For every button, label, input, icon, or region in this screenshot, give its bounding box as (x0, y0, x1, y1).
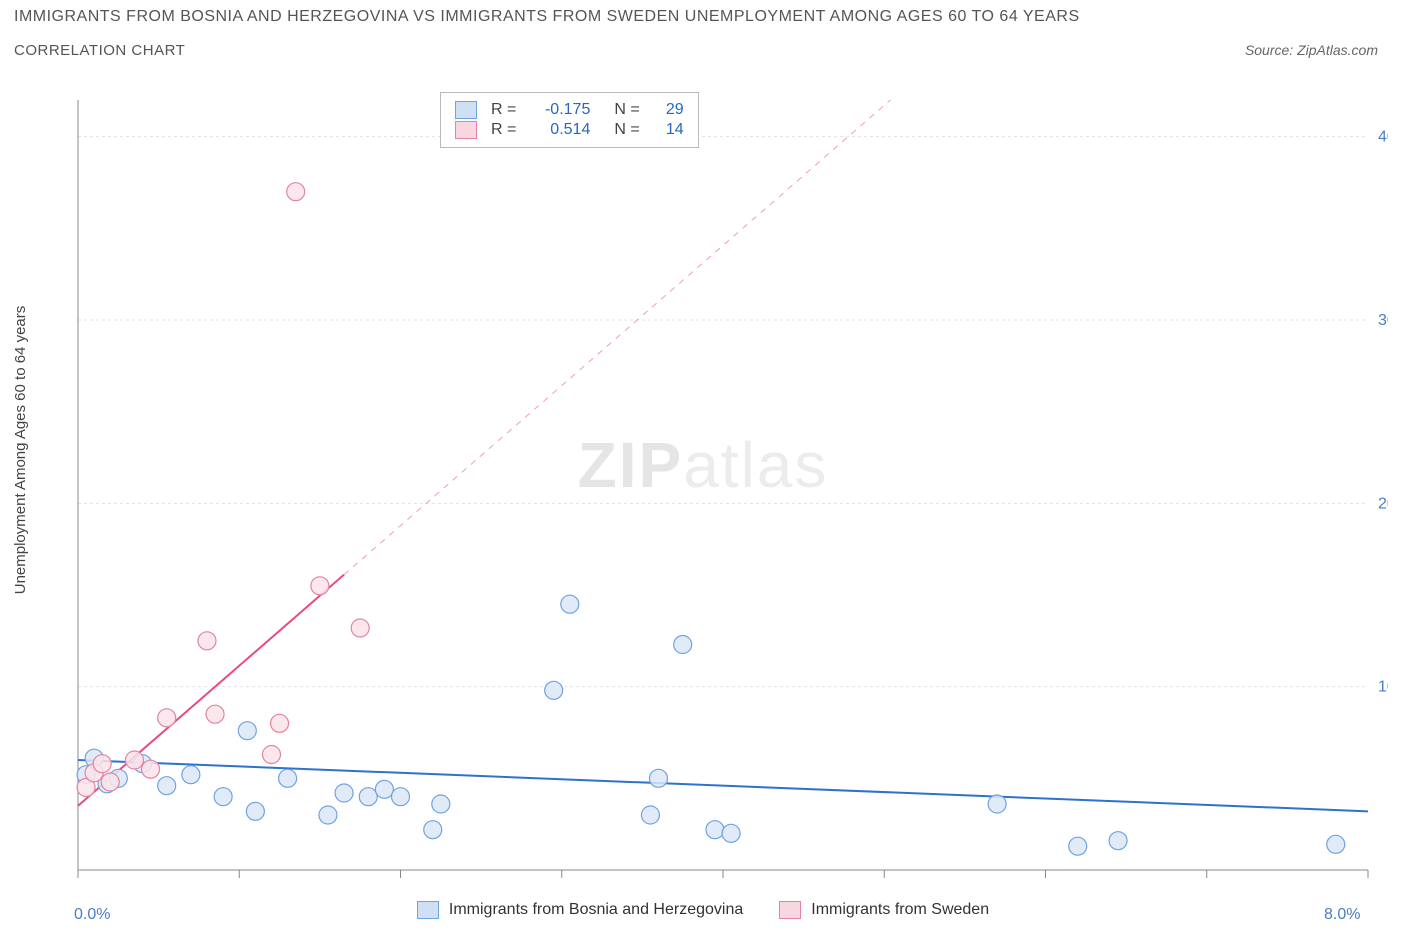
correlation-legend: R = -0.175 N = 29 R = 0.514 N = 14 (440, 92, 699, 148)
source-name: ZipAtlas.com (1297, 42, 1378, 58)
data-point (311, 577, 329, 595)
data-point (351, 619, 369, 637)
data-point (722, 824, 740, 842)
r-value: -0.175 (530, 101, 590, 119)
data-point (375, 780, 393, 798)
r-label: R = (491, 101, 516, 119)
data-point (158, 709, 176, 727)
bottom-legend-item: Immigrants from Sweden (779, 901, 989, 919)
x-axis-label-left: 0.0% (74, 906, 110, 924)
data-point (142, 760, 160, 778)
y-axis-label: Unemployment Among Ages 60 to 64 years (12, 306, 29, 595)
x-axis-label-right: 8.0% (1324, 906, 1360, 924)
n-value: 29 (654, 101, 684, 119)
data-point (335, 784, 353, 802)
series-name: Immigrants from Bosnia and Herzegovina (449, 901, 743, 919)
n-label: N = (614, 121, 639, 139)
legend-row: R = -0.175 N = 29 (455, 101, 684, 119)
n-value: 14 (654, 121, 684, 139)
data-point (93, 755, 111, 773)
data-point (125, 751, 143, 769)
data-point (101, 773, 119, 791)
data-point (432, 795, 450, 813)
chart-subtitle: CORRELATION CHART (14, 42, 185, 59)
data-point (182, 766, 200, 784)
y-tick-label: 10.0% (1378, 679, 1388, 696)
data-point (1327, 835, 1345, 853)
data-point (158, 777, 176, 795)
r-value: 0.514 (530, 121, 590, 139)
data-point (650, 769, 668, 787)
data-point (1109, 832, 1127, 850)
y-tick-label: 30.0% (1378, 312, 1388, 329)
source-credit: Source: ZipAtlas.com (1245, 42, 1378, 58)
legend-swatch (779, 901, 801, 919)
legend-row: R = 0.514 N = 14 (455, 121, 684, 139)
data-point (424, 821, 442, 839)
bottom-legend: Immigrants from Bosnia and Herzegovina Im… (0, 901, 1406, 924)
data-point (238, 722, 256, 740)
data-point (271, 714, 289, 732)
r-label: R = (491, 121, 516, 139)
series-name: Immigrants from Sweden (811, 901, 989, 919)
data-point (1069, 837, 1087, 855)
data-point (206, 705, 224, 723)
data-point (287, 183, 305, 201)
data-point (279, 769, 297, 787)
data-point (561, 595, 579, 613)
data-point (392, 788, 410, 806)
data-point (988, 795, 1006, 813)
data-point (319, 806, 337, 824)
data-point (706, 821, 724, 839)
n-label: N = (614, 101, 639, 119)
y-tick-label: 40.0% (1378, 129, 1388, 146)
data-point (641, 806, 659, 824)
data-point (359, 788, 377, 806)
bottom-legend-item: Immigrants from Bosnia and Herzegovina (417, 901, 743, 919)
data-point (545, 681, 563, 699)
legend-swatch (455, 101, 477, 119)
chart-title: IMMIGRANTS FROM BOSNIA AND HERZEGOVINA V… (14, 8, 1080, 26)
scatter-chart: 10.0% 20.0% 30.0% 40.0% (58, 80, 1388, 900)
data-point (198, 632, 216, 650)
data-point (674, 636, 692, 654)
legend-swatch (417, 901, 439, 919)
data-point (263, 746, 281, 764)
y-tick-label: 20.0% (1378, 495, 1388, 512)
data-point (246, 802, 264, 820)
data-point (214, 788, 232, 806)
source-label: Source: (1245, 42, 1293, 58)
legend-swatch (455, 121, 477, 139)
